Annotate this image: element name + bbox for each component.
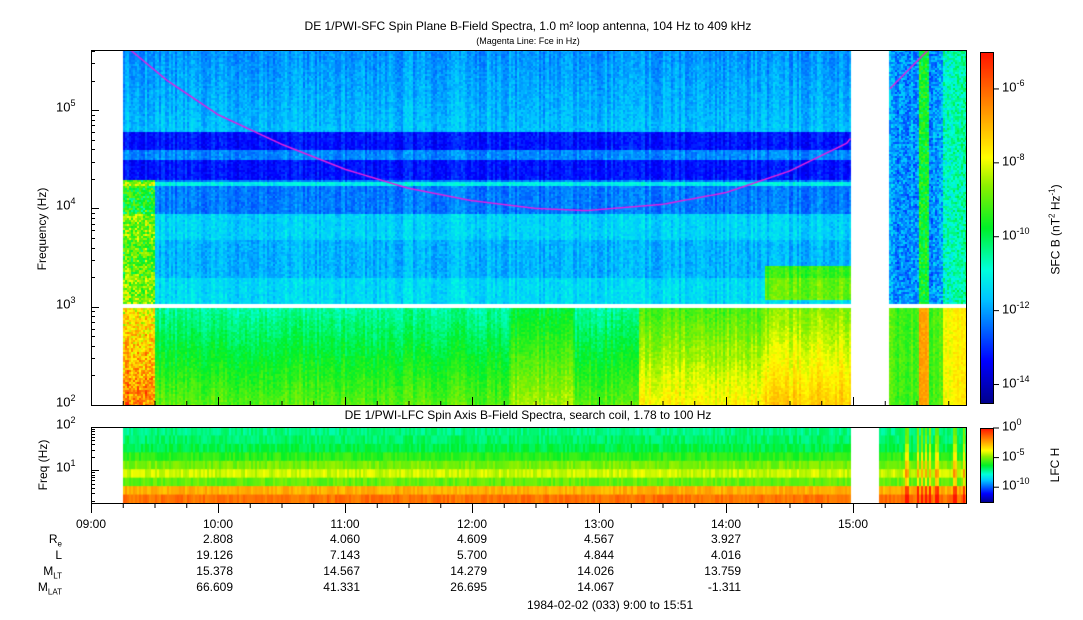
sfc-colorbar-frame	[980, 52, 994, 404]
ephemeris-row-label: Re	[48, 532, 62, 549]
sfc-y-tick-label: 103	[56, 294, 76, 312]
ephemeris-value: 4.060	[329, 532, 360, 546]
ephemeris-value: 7.143	[329, 548, 360, 562]
sfc-y-tick-label: 104	[56, 196, 76, 213]
time-tick-label: 11:00	[330, 517, 360, 531]
ephemeris-value: 5.700	[456, 548, 487, 562]
lfc-colorbar-tick-label: 10-10	[1002, 476, 1030, 493]
lfc-y-tick-label: 102	[56, 415, 76, 432]
time-tick-label: 09:00	[75, 517, 107, 531]
lfc-spectrogram	[91, 427, 966, 503]
lfc-colorbar-tick-label: 100	[1002, 417, 1022, 434]
time-tick-label: 10:00	[202, 517, 234, 531]
lfc-colorbar-tick-label: 10-5	[1002, 446, 1025, 463]
sfc-y-tick-label: 105	[56, 98, 76, 115]
date-range-footer: 1984-02-02 (033) 9:00 to 15:51	[527, 598, 694, 612]
ephemeris-value: 3.927	[710, 532, 741, 546]
sfc-colorbar-tick-label: 10-10	[1002, 225, 1030, 243]
lfc-colorbar-label: LFC H	[1048, 447, 1062, 483]
time-tick-label: 13:00	[583, 517, 615, 531]
ephemeris-value: 4.844	[583, 548, 614, 562]
ephemeris-value: 66.609	[196, 580, 233, 594]
sfc-y-label: Frequency (Hz)	[35, 187, 49, 271]
lfc-frame	[91, 427, 967, 504]
sfc-colorbar-tick-label: 10-14	[1002, 373, 1030, 390]
lfc-colorbar-frame	[980, 428, 994, 503]
ephemeris-value: 4.609	[456, 532, 487, 546]
ephemeris-value: 26.695	[450, 580, 487, 594]
ephemeris-value: 15.378	[196, 564, 233, 578]
ephemeris-row-label: MLT	[43, 564, 62, 581]
ephemeris-row-label: MLAT	[37, 580, 62, 597]
lfc-colorbar	[980, 428, 993, 502]
sfc-colorbar-tick-label: 10-8	[1002, 151, 1025, 169]
sfc-colorbar	[980, 52, 993, 403]
ephemeris-value: 4.567	[583, 532, 614, 546]
time-tick-label: 14:00	[710, 517, 742, 531]
ephemeris-value: 14.026	[577, 564, 614, 578]
ephemeris-value: 13.759	[704, 564, 741, 578]
sfc-colorbar-label: SFC B (nT2 Hz-1)	[1047, 184, 1063, 275]
time-tick-label: 12:00	[456, 517, 488, 531]
ephemeris-value: 4.016	[710, 548, 741, 562]
time-tick-label: 15:00	[837, 517, 869, 531]
ephemeris-row-label: L	[55, 548, 62, 562]
ephemeris-value: 14.279	[450, 564, 487, 578]
ephemeris-value: 14.567	[323, 564, 360, 578]
sfc-y-tick-label: 102	[56, 393, 76, 410]
ephemeris-value: 41.331	[323, 580, 360, 594]
sfc-colorbar-tick-label: 10-6	[1002, 77, 1025, 95]
sfc-spectrogram	[91, 50, 966, 405]
ephemeris-value: 19.126	[196, 548, 233, 562]
lfc-title: DE 1/PWI-LFC Spin Axis B-Field Spectra, …	[344, 408, 712, 422]
lfc-y-label: Freq (Hz)	[36, 439, 50, 491]
ephemeris-value: -1.311	[707, 580, 741, 594]
lfc-y-tick-label: 101	[56, 458, 76, 475]
ephemeris-value: 2.808	[202, 532, 233, 546]
sfc-colorbar-tick-label: 10-12	[1002, 299, 1030, 316]
ephemeris-value: 14.067	[577, 580, 614, 594]
sfc-title: DE 1/PWI-SFC Spin Plane B-Field Spectra,…	[304, 19, 752, 33]
sfc-frame	[91, 50, 967, 406]
sfc-subtitle: (Magenta Line: Fce in Hz)	[476, 36, 580, 46]
